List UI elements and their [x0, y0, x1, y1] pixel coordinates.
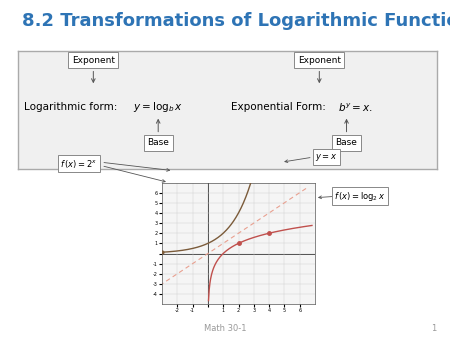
Text: Math 30-1: Math 30-1 — [204, 324, 246, 333]
Text: Logarithmic form:: Logarithmic form: — [24, 102, 121, 113]
Text: Base: Base — [147, 120, 169, 147]
Text: $y = \log_b x$: $y = \log_b x$ — [133, 100, 183, 115]
Text: 1: 1 — [431, 324, 436, 333]
Text: Base: Base — [336, 120, 357, 147]
Text: $b^y = x.$: $b^y = x.$ — [338, 101, 373, 114]
Text: $f\,(x) = \log_2 x$: $f\,(x) = \log_2 x$ — [334, 190, 386, 202]
Text: $y = x$: $y = x$ — [315, 152, 338, 163]
Text: Exponent: Exponent — [298, 56, 341, 82]
Text: Exponential Form:: Exponential Form: — [231, 102, 329, 113]
Text: $f\,(x) = 2^x$: $f\,(x) = 2^x$ — [60, 158, 97, 170]
Text: Exponent: Exponent — [72, 56, 115, 82]
Text: 8.2 Transformations of Logarithmic Functions: 8.2 Transformations of Logarithmic Funct… — [22, 12, 450, 30]
